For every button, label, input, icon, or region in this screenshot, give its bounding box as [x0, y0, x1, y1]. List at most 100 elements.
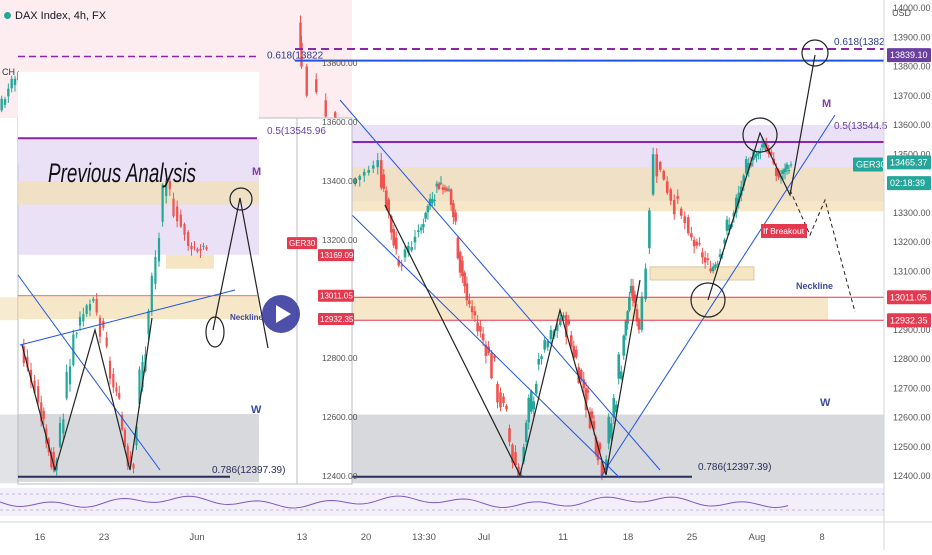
inset-y-tick: 13200.00 [322, 235, 358, 245]
candle [666, 181, 669, 192]
candle [180, 215, 182, 227]
candle [190, 246, 192, 249]
candle [559, 318, 562, 325]
candle [172, 199, 174, 217]
candle [570, 335, 573, 346]
x-tick-label: 25 [687, 532, 698, 543]
candle [662, 171, 665, 180]
w-label: W [820, 397, 831, 409]
candle [424, 213, 427, 219]
candle [745, 159, 748, 173]
y-tick-label: 12400.00 [893, 471, 931, 481]
candle [479, 326, 482, 332]
candle [202, 246, 204, 247]
candle [468, 301, 471, 305]
candle [466, 283, 469, 300]
status-dot-icon [4, 12, 11, 19]
candle [427, 206, 430, 212]
candle [376, 160, 379, 167]
candle [617, 354, 620, 378]
x-tick-label: Aug [749, 532, 766, 543]
price-tag-label: 13011.05 [890, 292, 927, 302]
candle [693, 240, 696, 247]
candle [698, 243, 701, 244]
candle [112, 374, 114, 388]
candle [0, 99, 2, 111]
inset-neckline-label: Neckline [230, 313, 263, 322]
candle [410, 247, 413, 250]
candle [400, 265, 403, 266]
candle [433, 200, 436, 201]
candle [306, 67, 308, 96]
x-tick-label: Jul [478, 532, 490, 543]
candle [644, 269, 647, 300]
candle [690, 233, 693, 237]
candle [404, 250, 407, 258]
candle [440, 183, 443, 184]
candle [784, 169, 787, 172]
candle [463, 272, 466, 286]
candle [79, 317, 81, 326]
candle [4, 99, 6, 105]
candle [99, 318, 101, 337]
candle [527, 398, 530, 422]
y-tick-label: 12800.00 [893, 354, 931, 364]
candle [431, 199, 434, 203]
fib-label-0786: 0.786(12397.39) [698, 462, 771, 473]
candle [10, 79, 12, 88]
candle [89, 304, 91, 310]
candle [641, 297, 644, 330]
y-tick-label: 12600.00 [893, 413, 931, 423]
candle [696, 242, 699, 246]
candle [476, 323, 479, 332]
candle [82, 314, 84, 321]
candle [59, 423, 61, 447]
x-tick-label: 20 [361, 532, 372, 543]
candle [395, 238, 398, 250]
tan-zone [352, 167, 884, 211]
x-tick-label: 11 [558, 532, 568, 543]
price-tag-label: 13465.37 [890, 157, 928, 167]
candle [788, 170, 791, 171]
small-tan-zone [650, 267, 754, 280]
candle [158, 238, 160, 261]
candle [43, 411, 45, 419]
candle [193, 247, 195, 248]
candle [471, 306, 474, 312]
candle [315, 79, 317, 92]
candle [363, 172, 366, 176]
candle [669, 189, 672, 200]
candle [712, 267, 715, 272]
candle [575, 350, 578, 357]
candle [701, 252, 704, 257]
candle [151, 276, 153, 311]
candle [96, 299, 98, 313]
candle [757, 153, 760, 154]
candle [687, 217, 690, 233]
candle [626, 311, 629, 323]
candle [502, 397, 505, 404]
candle [196, 249, 198, 252]
inset-fib-label-0618: 0.618(13822 [267, 51, 324, 62]
candle [392, 229, 395, 245]
candle [676, 196, 679, 198]
candle [612, 398, 615, 417]
x-tick-label: 13:30 [412, 532, 436, 543]
circle-target [802, 40, 828, 66]
inset-price-tag-label: 13011.05 [320, 292, 353, 301]
candle [452, 203, 455, 217]
candle [620, 371, 623, 378]
neckline-label: Neckline [796, 281, 833, 291]
candle [482, 334, 485, 341]
x-tick-label: 8 [819, 532, 824, 543]
candle [638, 319, 641, 329]
y-tick-label: 13300.00 [893, 208, 931, 218]
fib-label-05: 0.5(13544.5 [834, 121, 888, 132]
y-tick-label: 13200.00 [893, 237, 931, 247]
inset-y-tick: 13800.00 [322, 58, 358, 68]
candle [66, 372, 68, 399]
candle [358, 176, 361, 180]
candle [420, 227, 423, 230]
